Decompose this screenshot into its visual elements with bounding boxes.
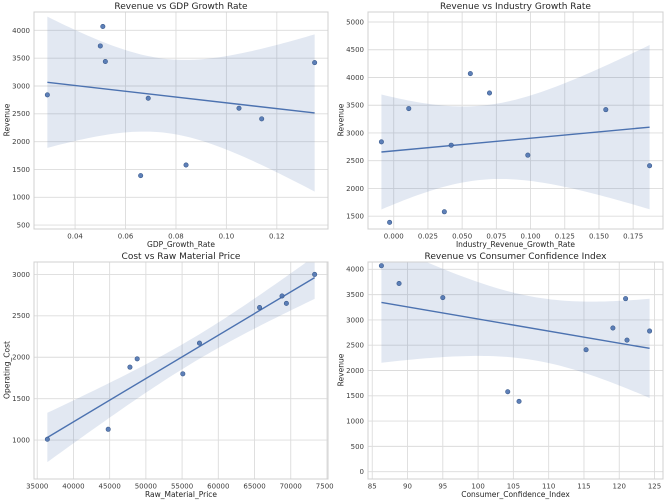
plot-canvas-revenue-vs-consumer-confidence: 85 90 95 100 105 110 115 120 125 0 500 1000 1500 2000… — [346, 261, 664, 491]
y-axis-label-operating-cost: Operating_Cost — [2, 341, 12, 399]
svg-text:2500: 2500 — [12, 110, 30, 118]
svg-text:3000: 3000 — [346, 316, 364, 324]
svg-text:0.175: 0.175 — [623, 233, 643, 241]
svg-text:0: 0 — [360, 468, 364, 476]
y-axis-label-revenue: Revenue — [2, 103, 12, 137]
svg-text:1500: 1500 — [12, 166, 30, 174]
svg-text:1500: 1500 — [346, 213, 364, 221]
subplot-revenue-vs-consumer-confidence: 85 90 95 100 105 110 115 120 125 0 500 1000 1500 2000… — [334, 250, 669, 500]
svg-text:0.04: 0.04 — [67, 233, 83, 241]
chart-title-revenue-vs-consumer-confidence: Revenue vs Consumer Confidence Index — [424, 252, 607, 262]
svg-text:3500: 3500 — [346, 102, 364, 110]
svg-text:2000: 2000 — [346, 185, 364, 193]
svg-text:45000: 45000 — [99, 483, 121, 491]
chart-title-cost-vs-raw-material: Cost vs Raw Material Price — [121, 252, 241, 262]
svg-text:40000: 40000 — [62, 483, 84, 491]
svg-text:0.125: 0.125 — [555, 233, 575, 241]
svg-text:3000: 3000 — [12, 271, 30, 279]
svg-text:2500: 2500 — [12, 312, 30, 320]
subplot-revenue-vs-gdp: 0.04 0.06 0.08 0.10 0.12 500 1000 1500 2000 2500 3… — [0, 0, 334, 250]
subplot-revenue-vs-industry: 0.000 0.025 0.050 0.075 0.100 0.125 0.150 0.175… — [334, 0, 669, 250]
svg-text:4000: 4000 — [12, 27, 30, 35]
x-axis-label-consumer-confidence-index: Consumer_Confidence_Index — [461, 490, 570, 499]
svg-text:3500: 3500 — [346, 291, 364, 299]
svg-text:0.12: 0.12 — [269, 233, 285, 241]
svg-text:120: 120 — [613, 483, 626, 491]
chart-title-revenue-vs-gdp: Revenue vs GDP Growth Rate — [114, 2, 248, 12]
svg-text:0.150: 0.150 — [589, 233, 609, 241]
svg-text:0.10: 0.10 — [219, 233, 235, 241]
svg-text:2000: 2000 — [12, 138, 30, 146]
svg-text:1500: 1500 — [12, 395, 30, 403]
svg-text:65000: 65000 — [243, 483, 265, 491]
svg-text:4000: 4000 — [346, 74, 364, 82]
svg-text:50000: 50000 — [135, 483, 157, 491]
svg-text:60000: 60000 — [207, 483, 229, 491]
svg-text:500: 500 — [351, 443, 364, 451]
y-axis-label-revenue: Revenue — [336, 103, 346, 137]
subplot-cost-vs-raw-material: 35000 40000 45000 50000 55000 60000 65000 70000… — [0, 250, 335, 500]
svg-text:85: 85 — [368, 483, 377, 491]
y-axis-label-revenue: Revenue — [336, 353, 346, 387]
svg-text:0.000: 0.000 — [384, 233, 404, 241]
svg-text:0.08: 0.08 — [168, 233, 184, 241]
svg-text:1000: 1000 — [346, 417, 364, 425]
svg-text:2000: 2000 — [346, 367, 364, 375]
svg-text:3000: 3000 — [346, 129, 364, 137]
svg-text:1000: 1000 — [12, 194, 30, 202]
plot-canvas-revenue-vs-industry: 0.000 0.025 0.050 0.075 0.100 0.125 0.150 0.175… — [346, 11, 664, 241]
chart-title-revenue-vs-industry: Revenue vs Industry Growth Rate — [440, 2, 591, 12]
svg-text:1000: 1000 — [12, 436, 30, 444]
svg-text:0.100: 0.100 — [521, 233, 541, 241]
svg-text:2000: 2000 — [12, 354, 30, 362]
svg-text:0.050: 0.050 — [452, 233, 472, 241]
svg-text:0.06: 0.06 — [118, 233, 134, 241]
svg-text:2500: 2500 — [346, 157, 364, 165]
svg-text:4000: 4000 — [346, 266, 364, 274]
x-axis-label-industry-revenue-growth-rate: Industry_Revenue_Growth_Rate — [455, 240, 576, 249]
svg-text:500: 500 — [17, 222, 30, 230]
svg-text:75000: 75000 — [316, 483, 334, 491]
svg-text:3000: 3000 — [12, 82, 30, 90]
plot-canvas-cost-vs-raw-material: 35000 40000 45000 50000 55000 60000 65000 70000… — [12, 261, 334, 491]
x-axis-label-raw-material-price: Raw_Material_Price — [144, 490, 218, 499]
svg-text:70000: 70000 — [280, 483, 302, 491]
svg-text:110: 110 — [542, 483, 555, 491]
svg-text:0.075: 0.075 — [486, 233, 506, 241]
svg-text:2500: 2500 — [346, 342, 364, 350]
svg-text:1500: 1500 — [346, 392, 364, 400]
svg-text:100: 100 — [471, 483, 484, 491]
svg-text:0.025: 0.025 — [418, 233, 438, 241]
x-axis-label-gdp-growth-rate: GDP_Growth_Rate — [147, 240, 215, 249]
svg-text:125: 125 — [648, 483, 661, 491]
svg-text:105: 105 — [507, 483, 520, 491]
svg-text:35000: 35000 — [26, 483, 48, 491]
svg-text:5000: 5000 — [346, 18, 364, 26]
svg-text:95: 95 — [438, 483, 447, 491]
svg-text:3500: 3500 — [12, 55, 30, 63]
svg-text:4500: 4500 — [346, 46, 364, 54]
svg-text:90: 90 — [403, 483, 412, 491]
svg-text:55000: 55000 — [171, 483, 193, 491]
plot-canvas-revenue-vs-gdp: 0.04 0.06 0.08 0.10 0.12 500 1000 1500 2000 2500 3… — [12, 11, 329, 241]
svg-text:115: 115 — [577, 483, 590, 491]
